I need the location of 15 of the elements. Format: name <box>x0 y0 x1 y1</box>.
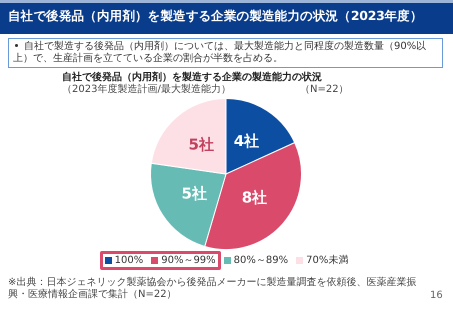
data-label: 8社 <box>242 188 268 207</box>
legend-label: 70%未満 <box>306 254 348 267</box>
chart-title: 自社で後発品（内用剤）を製造する企業の製造能力の状況（2023年度） <box>8 8 423 25</box>
text: ※出典：日本ジェネリック製薬協会から後発品メーカーに製造量調査を依頼後、医薬産業振興・医療情報企画課で集計（N=22） <box>8 277 418 301</box>
text: （N=22） <box>300 83 349 96</box>
text: 自社で後発品（内用剤）を製造する企業の製造能力の状況 <box>62 70 322 84</box>
legend-label: 80%～89% <box>234 254 288 267</box>
text: 16 <box>430 290 443 301</box>
data-label: 5社 <box>182 184 207 202</box>
text: （2023年度製造計画/最大製造能力） <box>62 82 231 96</box>
chart-subtitle: 自社で製造する後発品（内用剤）については、最大製造能力と同程度の製造数量（90%以上）で、生産計画を立てている企業の割合が半数を占める。 <box>8 38 443 68</box>
legend-label: 100% <box>114 254 144 266</box>
legend-label: 90%～99% <box>161 254 216 267</box>
data-label: 4社 <box>234 132 260 150</box>
data-label: 5社 <box>188 135 214 154</box>
